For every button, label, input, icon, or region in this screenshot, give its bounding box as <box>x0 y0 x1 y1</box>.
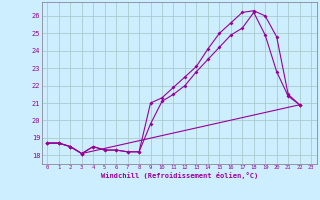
X-axis label: Windchill (Refroidissement éolien,°C): Windchill (Refroidissement éolien,°C) <box>100 172 258 179</box>
